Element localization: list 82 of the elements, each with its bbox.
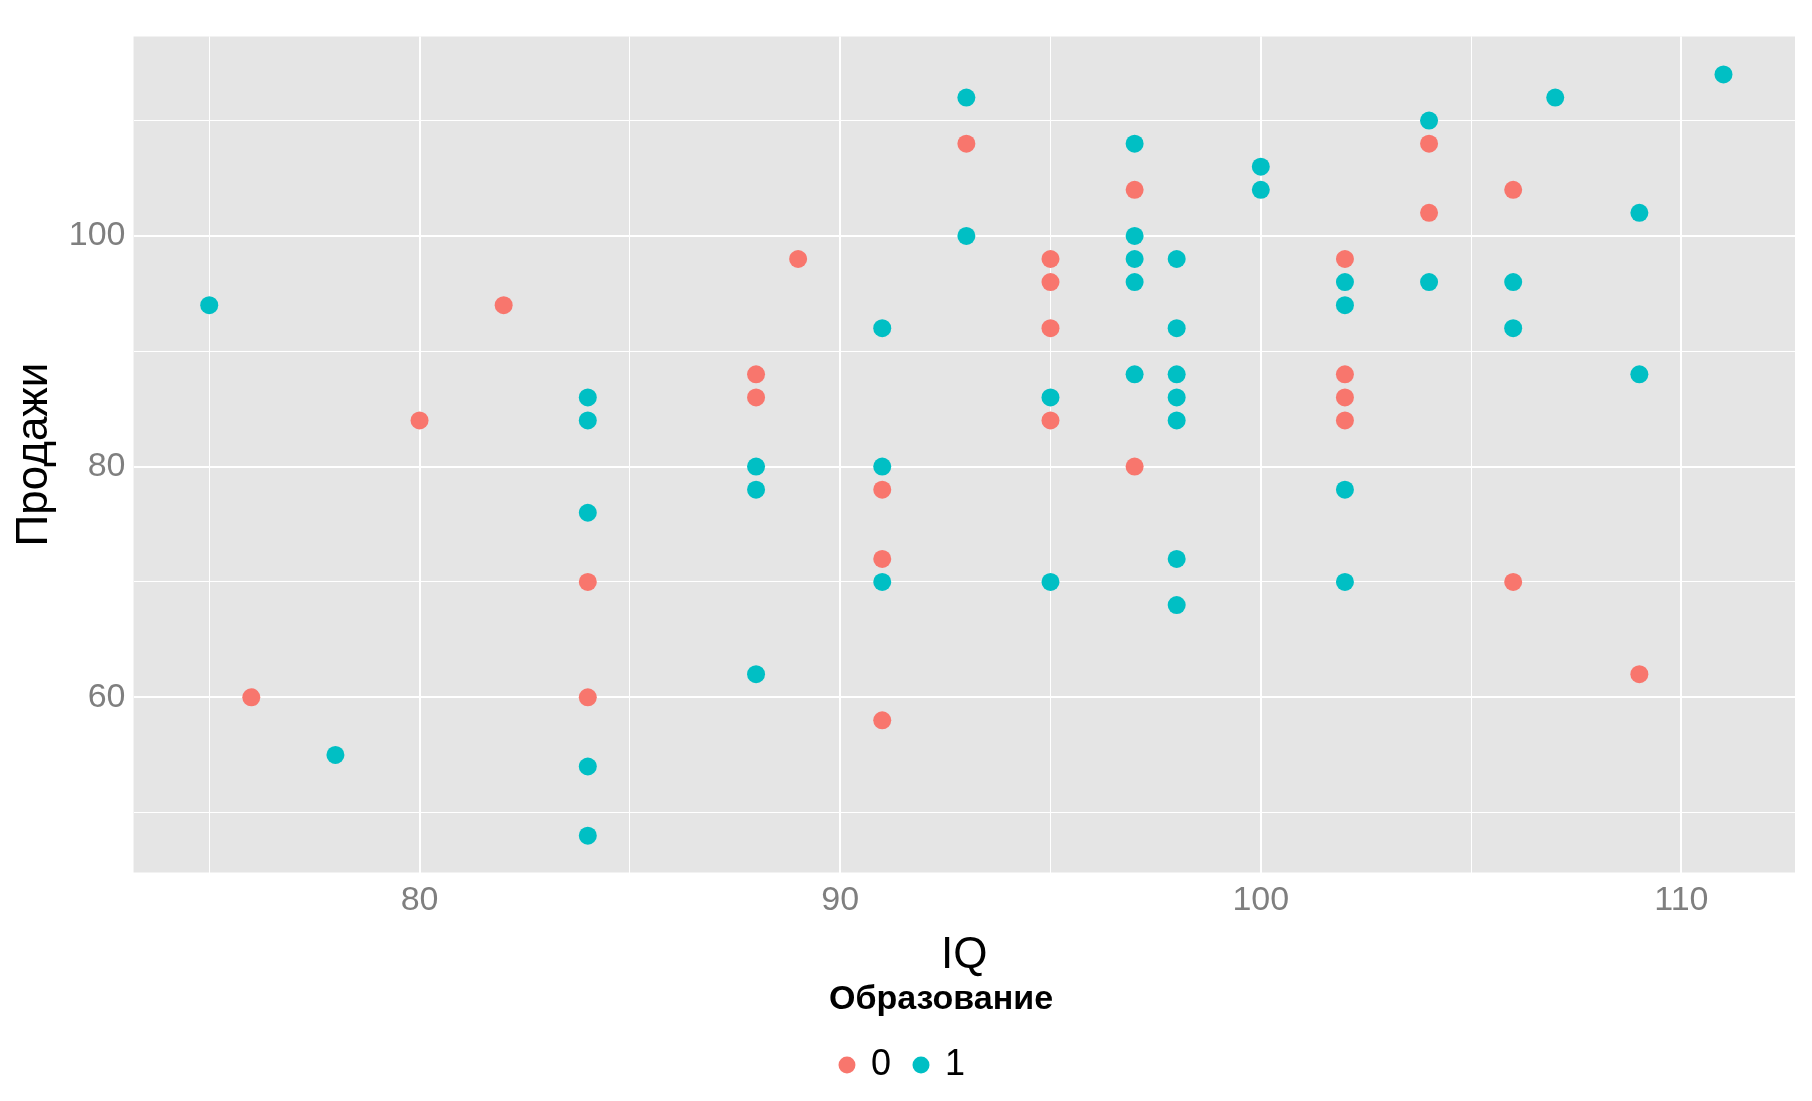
point	[873, 457, 892, 476]
point	[1335, 411, 1354, 430]
point	[1167, 250, 1186, 268]
point	[1167, 365, 1186, 384]
point	[1041, 319, 1060, 338]
point	[326, 745, 345, 764]
point	[410, 411, 429, 430]
point	[1335, 250, 1354, 268]
point	[578, 826, 597, 845]
point	[747, 665, 766, 684]
point	[1041, 250, 1060, 268]
y-axis-title: Продажи	[6, 362, 56, 547]
point	[1041, 388, 1060, 407]
point	[578, 388, 597, 407]
point	[1125, 457, 1144, 476]
point	[1546, 88, 1565, 107]
y-tick-label: 80	[87, 444, 126, 483]
legend-label: 1	[945, 1041, 966, 1083]
point	[1335, 365, 1354, 384]
point	[1167, 549, 1186, 568]
point	[747, 388, 766, 407]
point	[873, 480, 892, 499]
legend-label: 0	[870, 1041, 892, 1083]
point	[1335, 480, 1354, 499]
x-tick-label: 90	[821, 879, 860, 918]
point	[578, 503, 597, 522]
point	[1504, 319, 1523, 338]
x-tick-label: 100	[1232, 879, 1290, 918]
point	[1251, 180, 1270, 199]
point	[1335, 572, 1354, 591]
point	[789, 250, 808, 268]
y-tick-label: 60	[87, 675, 126, 714]
point	[1630, 203, 1649, 222]
point	[242, 688, 261, 707]
point	[1335, 296, 1354, 315]
point	[1125, 226, 1144, 245]
point	[578, 688, 597, 707]
point	[200, 296, 219, 315]
point	[1504, 180, 1523, 199]
point	[1041, 273, 1060, 292]
point	[1504, 273, 1523, 292]
point	[957, 88, 976, 107]
point	[1125, 180, 1144, 199]
point	[747, 365, 766, 384]
x-tick-label: 80	[400, 879, 439, 918]
point	[1125, 273, 1144, 292]
point	[1125, 250, 1144, 268]
point	[1167, 319, 1186, 338]
point	[1041, 411, 1060, 430]
x-tick-label: 110	[1654, 879, 1709, 918]
point	[1420, 273, 1439, 292]
legend-title: Образование	[828, 977, 1054, 1016]
point	[1335, 388, 1354, 407]
point	[873, 319, 892, 338]
point	[578, 572, 597, 591]
point	[1630, 365, 1649, 384]
point	[873, 549, 892, 568]
point	[1167, 411, 1186, 430]
point	[1167, 596, 1186, 615]
point	[1504, 572, 1523, 591]
point	[747, 480, 766, 499]
point	[1420, 111, 1439, 130]
point	[957, 226, 976, 245]
point	[873, 711, 892, 730]
point	[1125, 134, 1144, 153]
point	[1167, 388, 1186, 407]
point	[957, 134, 976, 153]
point	[1335, 273, 1354, 292]
point	[873, 572, 892, 591]
point	[1420, 134, 1439, 153]
x-axis-title: IQ	[941, 927, 988, 977]
point	[1251, 157, 1270, 176]
point	[578, 757, 597, 776]
point	[747, 457, 766, 476]
point	[1041, 572, 1060, 591]
point	[1714, 65, 1733, 84]
point	[1125, 365, 1144, 384]
point	[578, 411, 597, 430]
point	[1630, 665, 1649, 684]
y-tick-label: 100	[68, 214, 126, 253]
point	[1420, 203, 1439, 222]
point	[494, 296, 513, 315]
